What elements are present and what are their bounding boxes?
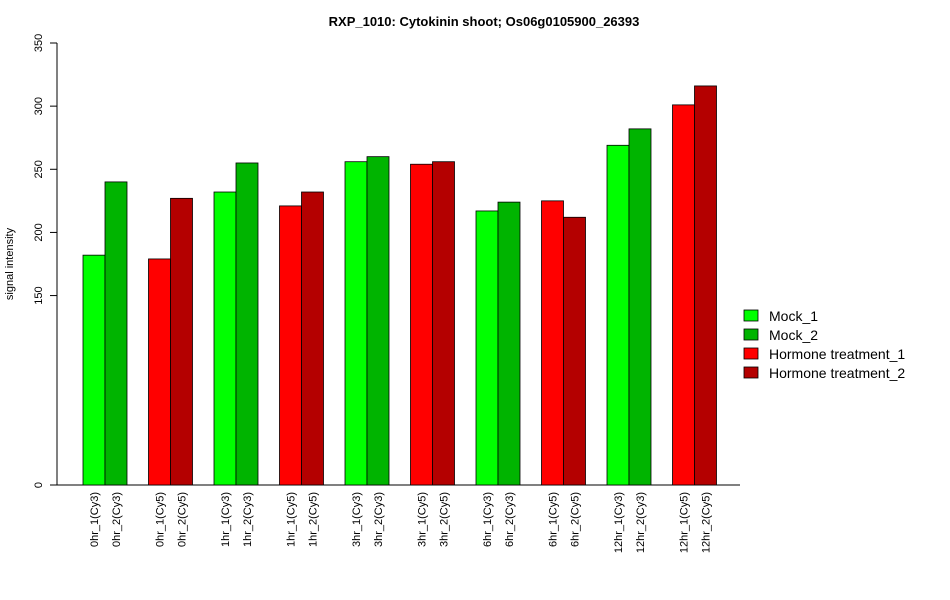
y-tick-label: 300 [33, 97, 45, 115]
bar [410, 163, 433, 486]
bar [541, 200, 564, 486]
x-tick-label: 6hr_2(Cy3) [504, 492, 516, 547]
bars-group [82, 85, 717, 486]
bar [563, 216, 586, 486]
x-tick-label: 3hr_1(Cy3) [351, 492, 363, 547]
legend-label: Mock_2 [769, 327, 818, 343]
x-tick-label: 1hr_1(Cy5) [286, 492, 298, 547]
x-tick-label: 3hr_1(Cy5) [417, 492, 429, 547]
legend-label: Hormone treatment_1 [769, 346, 905, 362]
bar [213, 191, 237, 486]
bar [170, 197, 193, 486]
x-tick-label: 12hr_2(Cy3) [635, 492, 647, 553]
bar [628, 128, 652, 486]
x-tick-label: 6hr_2(Cy5) [570, 492, 582, 547]
legend: Mock_1 Mock_2 Hormone treatment_1 Hormone t… [743, 308, 905, 381]
chart-title: RXP_1010: Cytokinin shoot; Os06g0105900_… [329, 14, 640, 29]
legend-swatch [743, 309, 759, 322]
x-tick-label: 0hr_2(Cy3) [111, 492, 123, 547]
y-tick-label: 250 [33, 160, 45, 178]
y-axis-label: signal intensity [4, 227, 16, 300]
x-tick-labels: 0hr_1(Cy3) 0hr_2(Cy3) 0hr_1(Cy5) 0hr_2(Cy5)… [89, 492, 713, 553]
legend-label: Hormone treatment_2 [769, 365, 905, 381]
bar [606, 144, 630, 486]
bar [475, 210, 499, 486]
y-tick-label: 350 [33, 34, 45, 52]
legend-swatch [743, 347, 759, 360]
x-tick-label: 1hr_1(Cy3) [220, 492, 232, 547]
x-tick-label: 3hr_2(Cy3) [373, 492, 385, 547]
y-axis-ticks: 0 150 200 250 300 350 [33, 34, 57, 488]
bar [366, 156, 390, 486]
bar [672, 104, 695, 486]
bar [301, 191, 324, 486]
x-tick-label: 12hr_2(Cy5) [701, 492, 713, 553]
x-tick-label: 0hr_1(Cy5) [155, 492, 167, 547]
bar [279, 205, 302, 486]
bar [694, 85, 717, 486]
bar [344, 161, 368, 486]
bar [104, 181, 128, 486]
x-tick-label: 0hr_2(Cy5) [177, 492, 189, 547]
x-tick-label: 1hr_2(Cy5) [308, 492, 320, 547]
y-tick-label: 0 [33, 482, 45, 488]
bar [148, 258, 171, 486]
x-tick-label: 1hr_2(Cy3) [242, 492, 254, 547]
x-tick-label: 6hr_1(Cy5) [548, 492, 560, 547]
y-tick-label: 150 [33, 286, 45, 304]
legend-label: Mock_1 [769, 308, 818, 324]
legend-swatch [743, 366, 759, 379]
x-tick-label: 6hr_1(Cy3) [482, 492, 494, 547]
x-tick-label: 3hr_2(Cy5) [439, 492, 451, 547]
bar [432, 161, 455, 486]
bar [82, 254, 106, 486]
legend-swatch [743, 328, 759, 341]
bar [497, 201, 521, 486]
bar [235, 162, 259, 486]
x-tick-label: 0hr_1(Cy3) [89, 492, 101, 547]
y-tick-label: 200 [33, 223, 45, 241]
x-tick-label: 12hr_1(Cy3) [613, 492, 625, 553]
x-tick-label: 12hr_1(Cy5) [679, 492, 691, 553]
